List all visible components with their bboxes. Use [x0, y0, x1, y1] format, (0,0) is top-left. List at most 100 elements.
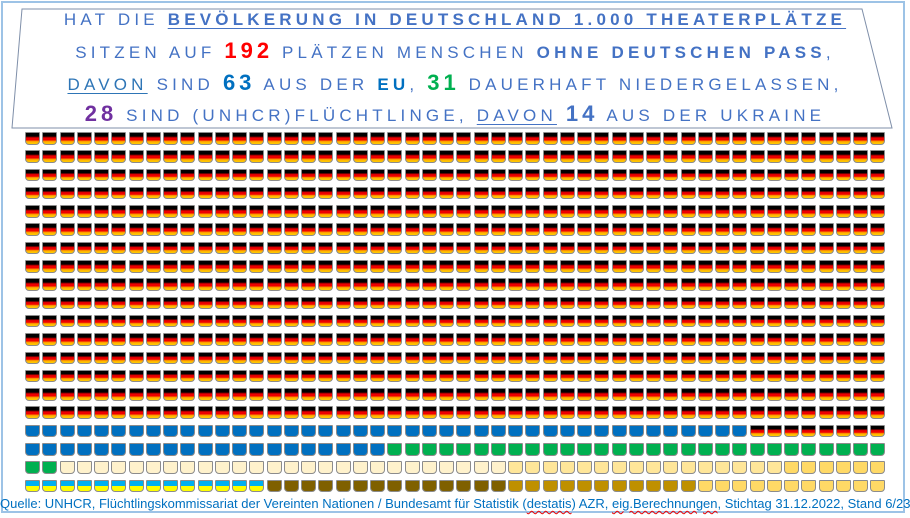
seat-de — [352, 223, 368, 236]
seat-de — [784, 333, 799, 346]
seat-de — [335, 333, 351, 346]
seat-de — [25, 369, 40, 383]
seat-de — [835, 424, 851, 438]
seat-de — [577, 186, 592, 200]
seat-de — [525, 132, 541, 145]
seat-eu-blue — [214, 424, 230, 438]
seat-de — [801, 424, 817, 438]
seat-eu-blue — [59, 443, 75, 456]
seat-de — [128, 260, 144, 273]
seat-de — [853, 278, 868, 291]
seat-de — [76, 241, 92, 255]
seat-de — [835, 388, 851, 401]
seat-de — [525, 186, 541, 200]
seat-de — [145, 186, 161, 200]
seat-eu-blue — [370, 443, 385, 456]
seat-de — [784, 132, 799, 145]
seat-row — [25, 205, 889, 223]
seat-de — [352, 351, 368, 365]
seat-row — [25, 168, 889, 187]
seat-de — [94, 205, 109, 218]
seat-eu-blue — [715, 424, 730, 438]
seat-de — [732, 333, 748, 346]
seat-de — [853, 223, 868, 236]
seat-de — [456, 241, 472, 255]
seat-de — [646, 223, 661, 236]
seat-de — [715, 369, 730, 383]
seat-de — [646, 351, 661, 365]
seat-green — [749, 443, 765, 456]
seat-de — [732, 186, 748, 200]
seat-de — [335, 205, 351, 218]
seat-de — [715, 333, 730, 346]
seat-de — [370, 314, 385, 328]
seat-dark-brown — [421, 479, 437, 493]
seat-de — [766, 132, 782, 145]
seat-de — [577, 132, 592, 145]
seat-de — [94, 406, 109, 419]
seat-de — [525, 168, 541, 182]
seat-de — [611, 406, 627, 419]
seat-green — [835, 443, 851, 456]
seat-de — [352, 132, 368, 145]
seat-de — [818, 223, 834, 236]
seat-de — [870, 205, 886, 218]
seat-de — [76, 406, 92, 419]
seat-de — [456, 369, 472, 383]
seat-de — [715, 150, 730, 163]
seat-de — [473, 205, 489, 218]
seat-de — [301, 260, 316, 273]
seat-de — [266, 186, 282, 200]
seat-de — [542, 351, 558, 365]
seat-de — [835, 296, 851, 310]
seat-de — [559, 132, 575, 145]
seat-dark-brown — [301, 479, 316, 493]
seat-de — [801, 150, 817, 163]
seat-de — [853, 388, 868, 401]
seat-de — [525, 241, 541, 255]
seat-de — [508, 241, 523, 255]
seat-de — [249, 296, 265, 310]
seat-de — [59, 150, 75, 163]
seat-green — [25, 461, 40, 474]
seat-de — [611, 278, 627, 291]
seat-de — [180, 260, 196, 273]
seat-de — [456, 314, 472, 328]
seat-de — [352, 388, 368, 401]
seat-de — [628, 205, 644, 218]
seat-de — [180, 205, 196, 218]
seat-de — [784, 278, 799, 291]
seat-de — [111, 205, 127, 218]
seat-de — [266, 132, 282, 145]
seat-de — [249, 223, 265, 236]
seat-de — [76, 369, 92, 383]
seat-cream — [352, 461, 368, 474]
seat-de — [197, 241, 213, 255]
seat-de — [628, 296, 644, 310]
seat-de — [508, 369, 523, 383]
seat-de — [646, 150, 661, 163]
seat-de — [94, 186, 109, 200]
seat-green — [473, 443, 489, 456]
seat-green — [490, 443, 506, 456]
seat-de — [835, 168, 851, 182]
seat-de — [611, 223, 627, 236]
seat-de — [818, 314, 834, 328]
seat-de — [697, 205, 713, 218]
seat-de — [784, 296, 799, 310]
seat-de — [490, 388, 506, 401]
seat-de — [335, 132, 351, 145]
seat-green — [870, 443, 886, 456]
seat-de — [697, 314, 713, 328]
seat-de — [214, 205, 230, 218]
seat-de — [628, 278, 644, 291]
header-text: SIND (UNHCR)FLÜCHTLINGE, — [117, 106, 477, 125]
seat-de — [680, 186, 696, 200]
seat-de — [318, 168, 334, 182]
seat-de — [853, 260, 868, 273]
seat-eu-blue — [490, 424, 506, 438]
seat-de — [749, 260, 765, 273]
seat-de — [801, 296, 817, 310]
seat-de — [766, 296, 782, 310]
seat-pale-yellow — [542, 461, 558, 474]
